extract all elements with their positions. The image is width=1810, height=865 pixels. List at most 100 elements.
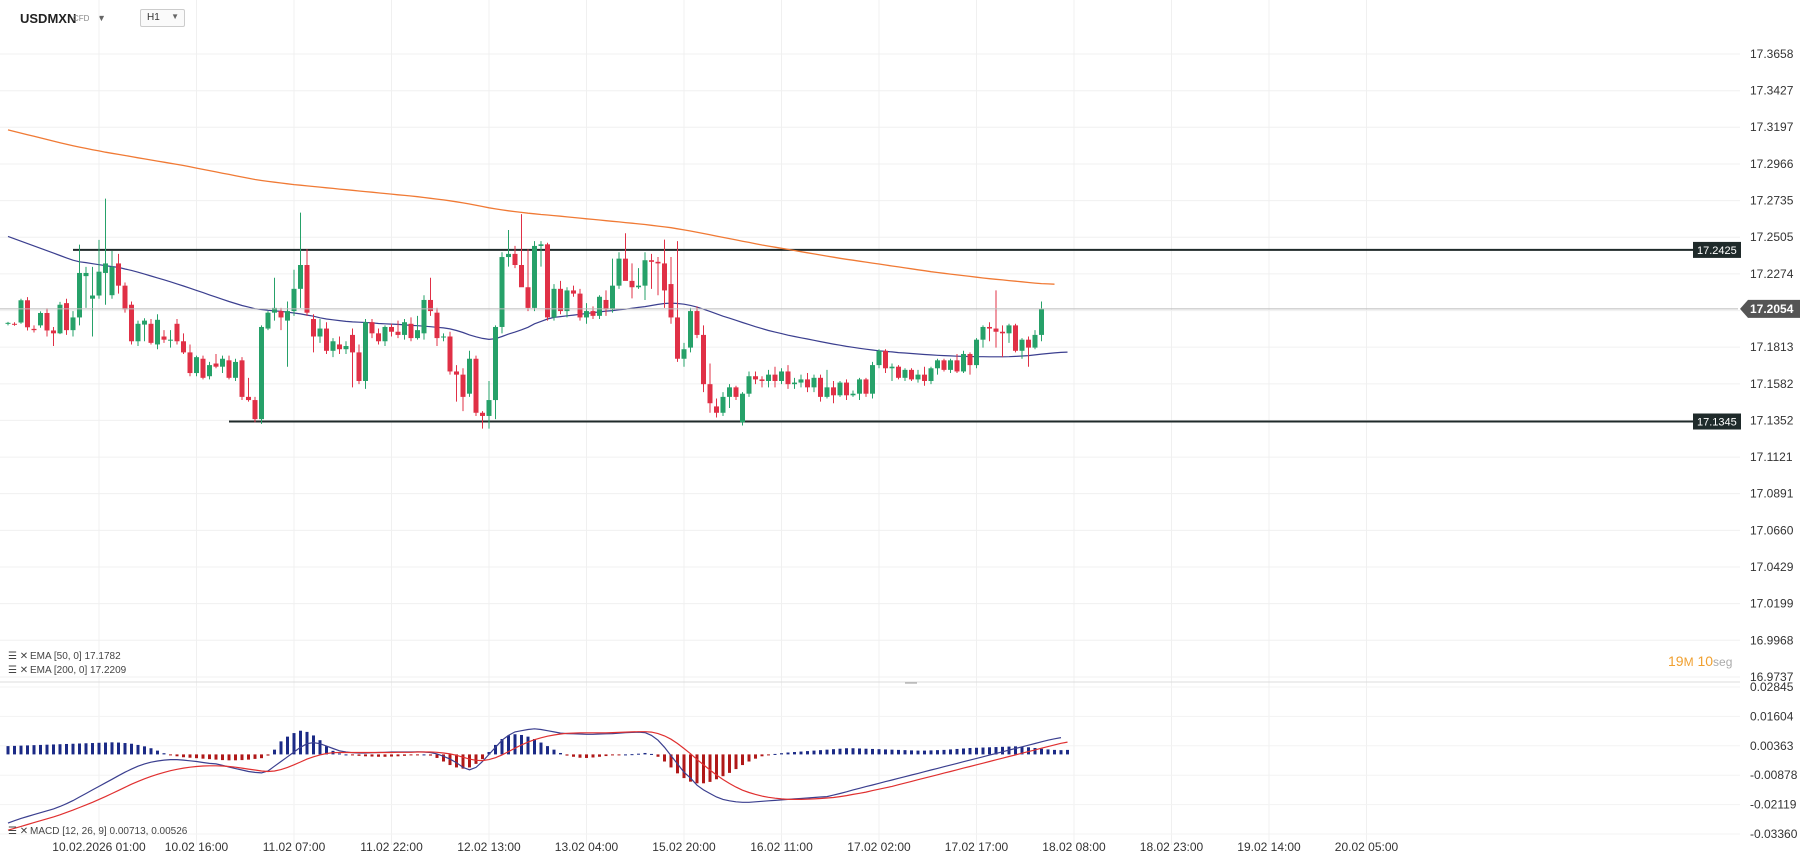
symbol-label[interactable]: USDMXN (20, 11, 77, 26)
macd-bar (864, 748, 868, 755)
macd-bar (26, 745, 29, 755)
macd-bar (877, 749, 881, 755)
candle-body (369, 322, 375, 334)
candle-body (402, 322, 407, 335)
candle-body (811, 377, 817, 388)
macd-bar (994, 747, 998, 755)
macd-bar (851, 748, 855, 755)
candle-body (421, 299, 427, 334)
macd-bar (468, 754, 471, 768)
price-tick-label: 17.2505 (1750, 230, 1794, 244)
macd-bar (988, 747, 991, 755)
price-tick-label: 17.1121 (1750, 450, 1793, 464)
time-tick-label: 11.02 22:00 (360, 840, 423, 854)
candle-body (103, 263, 108, 273)
candle-body (343, 346, 349, 350)
candle-body (239, 360, 245, 397)
macd-legend-icon[interactable]: ☰ ✕ (8, 826, 28, 837)
macd-bar (617, 754, 621, 756)
macd-bar (825, 749, 829, 755)
candle-body (480, 412, 485, 416)
macd-bar (832, 749, 835, 755)
macd-bar (949, 749, 952, 755)
candle-body (616, 258, 622, 286)
candle-body (577, 293, 583, 318)
macd-tick-label: -0.02119 (1750, 798, 1797, 812)
price-tick-label: 17.1813 (1750, 340, 1794, 354)
price-axis[interactable]: 17.3658 17.3427 17.3197 17.2966 17.2735 17.25… (1740, 47, 1800, 684)
candle-body (506, 253, 511, 258)
candle-body (194, 357, 199, 374)
candle-body (1000, 331, 1005, 334)
macd-bar (32, 745, 36, 755)
horizontal-levels[interactable]: 17.2425 17.1345 (73, 241, 1741, 430)
macd-bar (396, 754, 400, 757)
grid (0, 0, 1740, 845)
macd-tick-label: 0.02845 (1750, 680, 1794, 694)
signal-line (7, 731, 1068, 831)
chart-toolbar: USDMXN CFD ▼ H1 ▼ (0, 0, 1700, 34)
candle-body (993, 328, 999, 332)
candle-body (837, 382, 843, 396)
time-tick-label: 10.02 16:00 (165, 840, 229, 854)
candle-body (64, 303, 69, 331)
time-axis[interactable]: 10.02.2026 01:00 10.02 16:00 11.02 07:00 11… (52, 840, 1398, 854)
candle-body (116, 263, 121, 286)
chevron-down-icon: ▼ (171, 12, 179, 21)
macd-bar (429, 754, 432, 756)
candle-body (694, 311, 700, 335)
price-tick-label: 17.0199 (1750, 597, 1794, 611)
macd-bar (370, 754, 374, 757)
candle-body (25, 300, 30, 328)
candle-body (57, 304, 63, 334)
candle-body (844, 382, 849, 396)
macd-tick-label: 0.01604 (1750, 709, 1794, 723)
macd-line (7, 728, 1062, 824)
macd-bar (1059, 750, 1063, 755)
level-tag-label: 17.1345 (1697, 417, 1737, 429)
chevron-down-icon[interactable]: ▼ (97, 13, 106, 23)
ema50-legend-icon[interactable]: ☰ ✕ (8, 651, 28, 662)
macd-bar (663, 754, 666, 762)
macd-bar (84, 743, 88, 755)
candle-body (701, 334, 706, 385)
time-tick-label: 20.02 05:00 (1335, 840, 1399, 854)
candle-body (174, 323, 180, 342)
macd-bar (344, 754, 348, 756)
price-tick-label: 17.0891 (1750, 487, 1794, 501)
candle-body (863, 379, 869, 394)
candle-body (987, 326, 992, 329)
price-tick-label: 16.9968 (1750, 633, 1794, 647)
instrument-type-label: CFD (73, 14, 90, 23)
candle-body (707, 384, 713, 404)
candle-body (311, 319, 316, 337)
macd-bar (299, 730, 302, 755)
macd-bar (58, 744, 62, 755)
candle-body (298, 265, 303, 289)
level-tag (1693, 241, 1741, 258)
timeframe-select[interactable]: H1 ▼ (140, 9, 185, 27)
candle-body (740, 393, 745, 423)
candle-body (746, 376, 752, 394)
level-tag-label: 17.2425 (1697, 245, 1737, 257)
macd-bar (507, 735, 510, 755)
candle-body (798, 379, 804, 383)
candle-body (785, 371, 791, 385)
macd-bar (780, 753, 783, 755)
candle-body (187, 352, 193, 374)
ema200-legend-icon[interactable]: ☰ ✕ (8, 665, 28, 676)
macd-bar (611, 754, 614, 756)
macd-bar (975, 747, 978, 755)
candle-body (629, 280, 635, 288)
candle-body (792, 382, 797, 385)
candle-body (324, 328, 329, 351)
macd-bar (903, 750, 907, 755)
macd-bar (188, 754, 192, 758)
macd-bar (182, 754, 185, 758)
candle-body (148, 323, 154, 343)
candle-body (928, 368, 934, 381)
candle-body (623, 258, 628, 281)
candle-body (1006, 325, 1012, 334)
macd-bar (175, 754, 179, 757)
